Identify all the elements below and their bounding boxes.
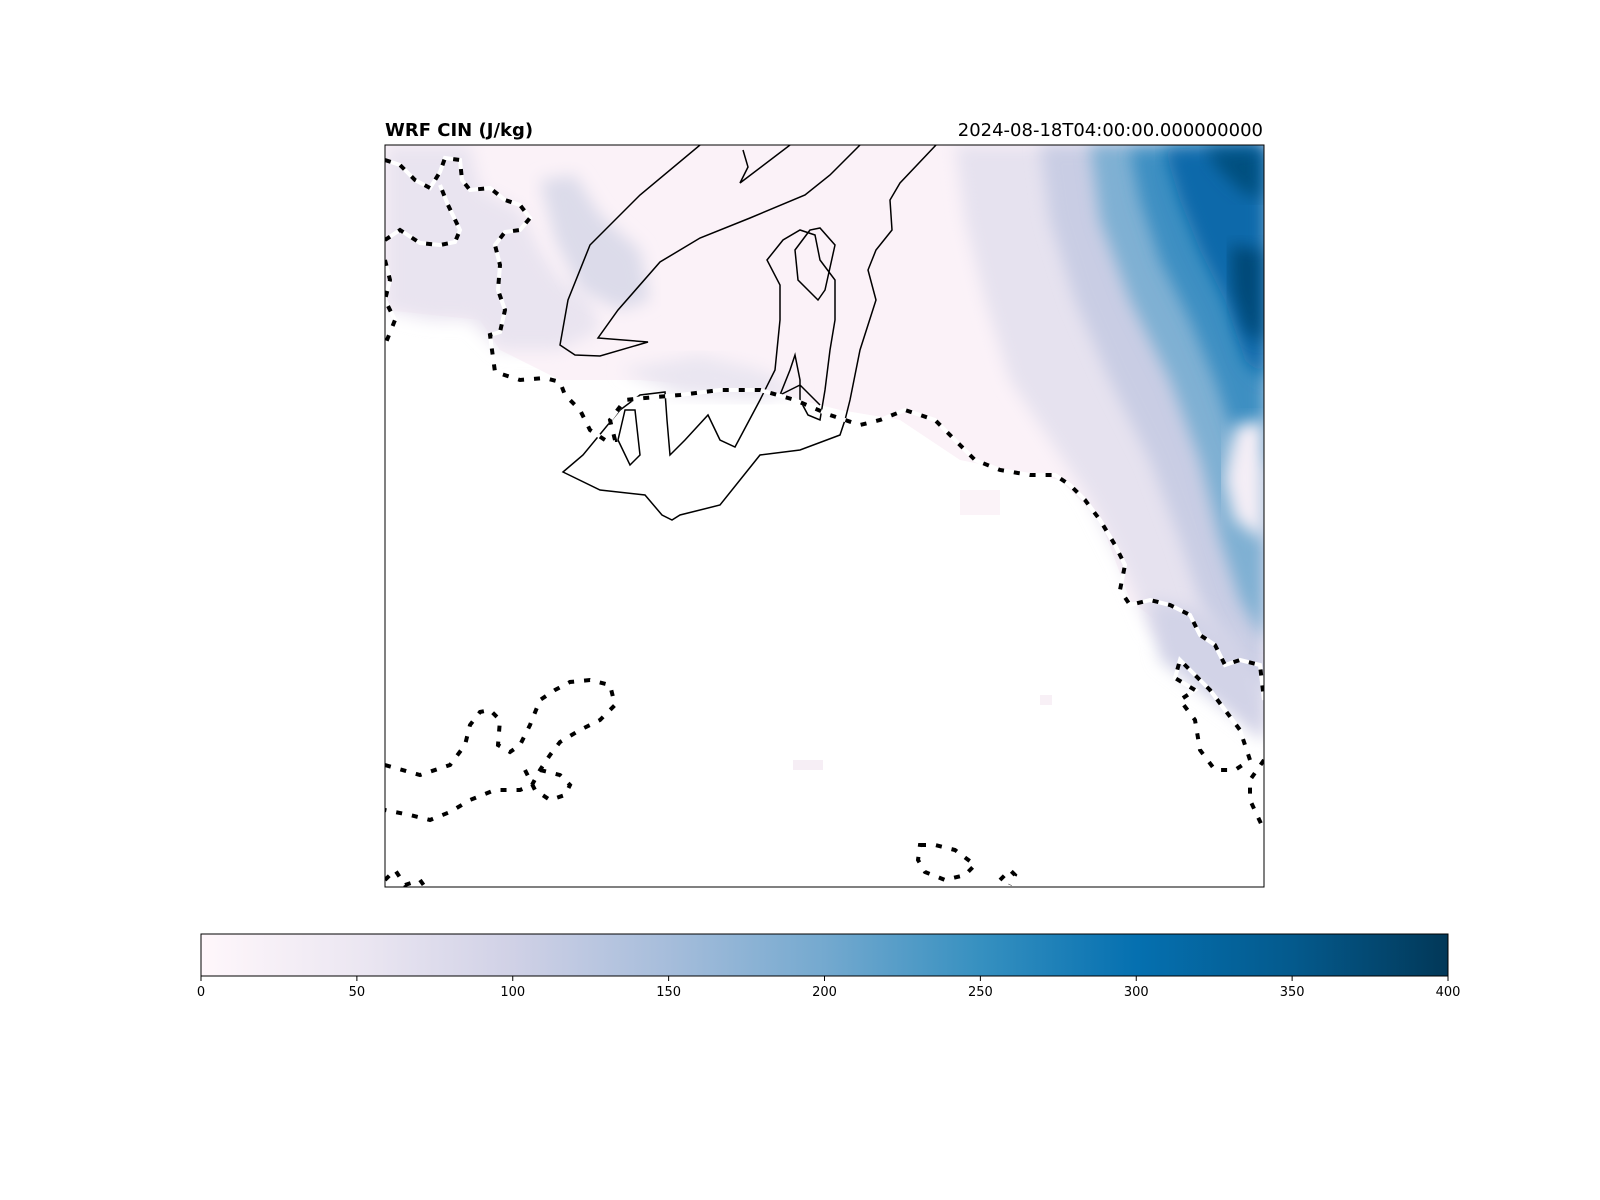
colorbar-tick-label: 250 [968, 985, 993, 1000]
map-valid-time: 2024-08-18T04:00:00.000000000 [958, 120, 1263, 141]
colorbar-tick-label: 50 [349, 985, 366, 1000]
coastlines [385, 155, 1264, 887]
colorbar-tick-label: 300 [1124, 985, 1149, 1000]
map-area [385, 145, 1264, 887]
colorbar-tick-label: 100 [500, 985, 525, 1000]
colorbar: 0 50 100 150 200 250 300 350 400 [197, 933, 1461, 1000]
colorbar-gradient [200, 933, 1449, 977]
colorbar-ticks: 0 50 100 150 200 250 300 350 400 [197, 976, 1461, 1000]
map-frame [384, 144, 1265, 888]
cin-field [385, 145, 1264, 770]
colorbar-tick-label: 0 [197, 985, 205, 1000]
country-borders [559, 145, 937, 521]
colorbar-tick-label: 200 [812, 985, 837, 1000]
map-title: WRF CIN (J/kg) [385, 120, 533, 141]
colorbar-tick-label: 400 [1436, 985, 1461, 1000]
colorbar-tick-label: 150 [656, 985, 681, 1000]
colorbar-tick-label: 350 [1280, 985, 1305, 1000]
